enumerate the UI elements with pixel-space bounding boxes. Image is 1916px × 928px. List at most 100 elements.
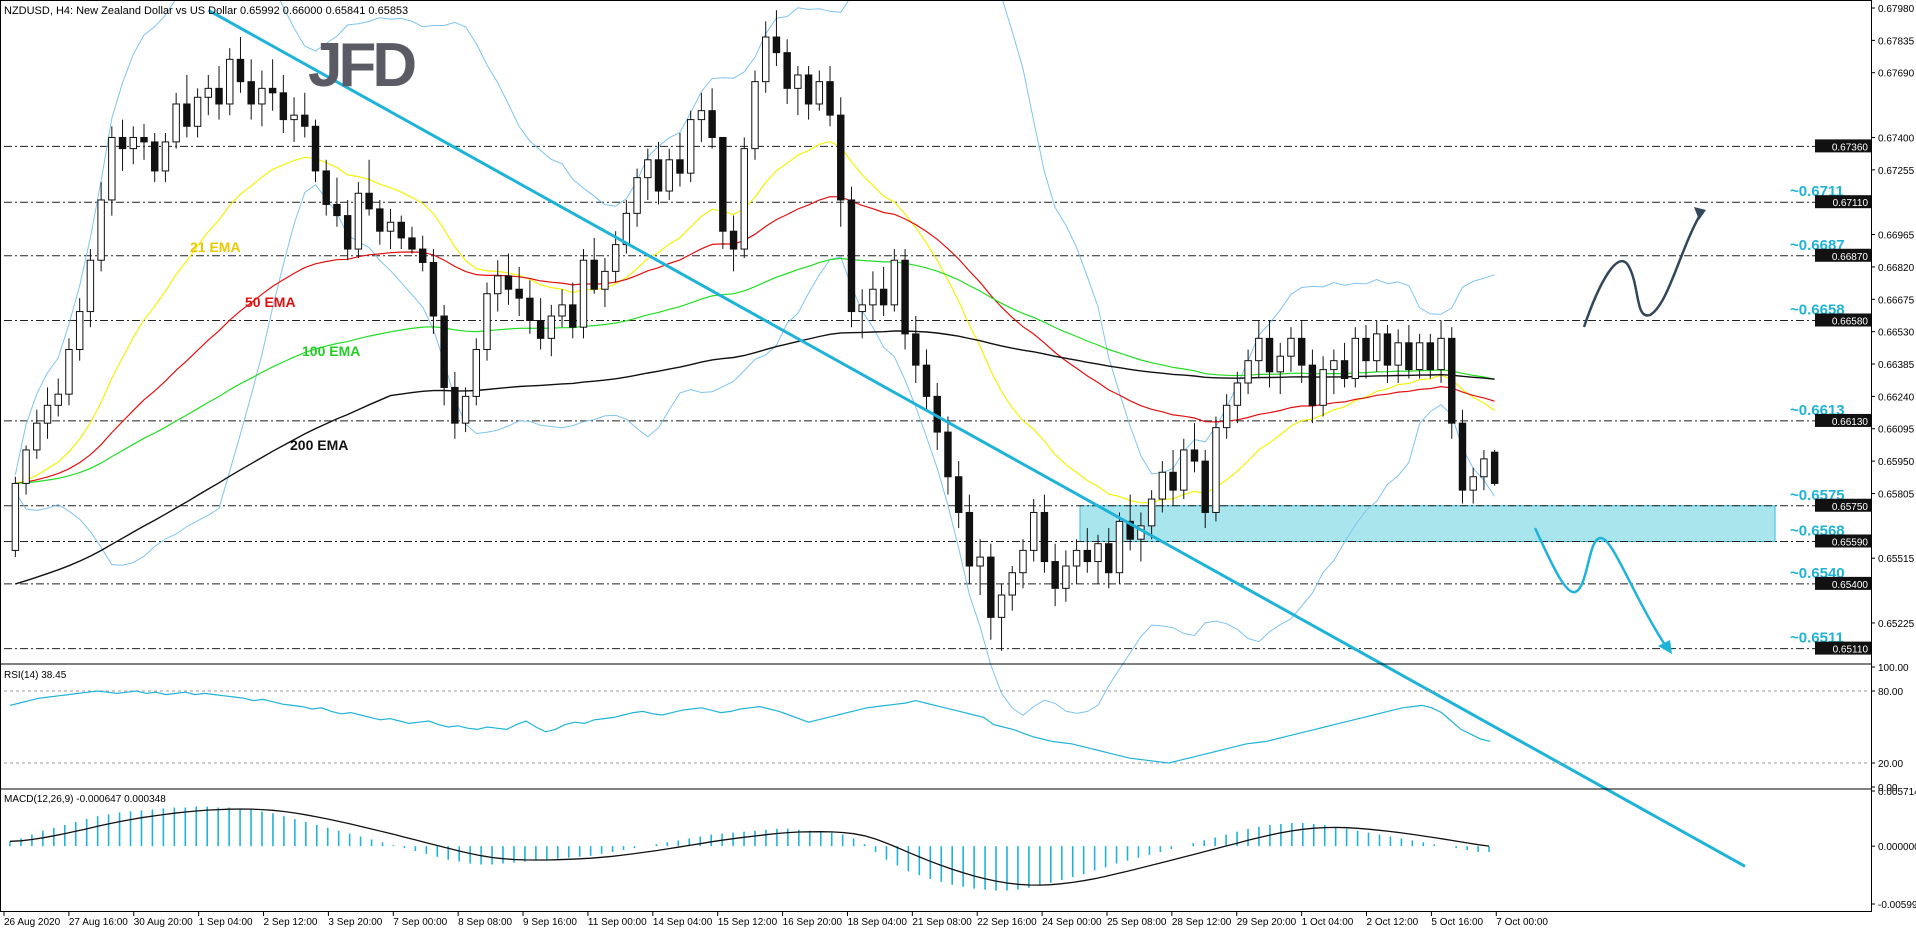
time-tick-label: 7 Oct 00:00 [1496,917,1548,928]
price-level-box-label: 0.65400 [1832,580,1869,591]
candle-body [1126,520,1134,540]
candle-body [890,259,899,306]
candle-body [504,275,513,290]
candle-body [97,199,105,261]
candle-body [172,103,180,143]
candle-body [440,315,448,388]
ema-label: 50 EMA [245,294,296,310]
candle-body [1190,449,1199,462]
candle-body [1362,337,1370,362]
price-tick-label: 0.66675 [1878,295,1915,306]
price-tick-label: 0.65515 [1878,554,1915,565]
candle-body [1115,520,1124,574]
candle-body [54,393,62,406]
price-level-box [1815,313,1871,327]
price-tick-label: 0.67835 [1878,36,1915,47]
candle-body [633,177,641,214]
candle-body [719,136,727,232]
candle-body [965,511,974,567]
time-tick-label: 28 Sep 12:00 [1172,917,1232,928]
trendline [207,8,1746,868]
price-tick-label: 0.66385 [1878,360,1915,371]
candle-body [579,259,588,328]
candle-body [118,136,127,150]
ema-label: 21 EMA [190,239,241,255]
price-tick-label: 0.65805 [1878,489,1915,500]
candle-body [86,259,95,313]
candle-body [665,159,673,192]
rsi-panel [4,690,1870,764]
bearish-projection-path [1533,527,1667,646]
candle-body [901,259,909,335]
support-zone [1079,505,1776,542]
time-tick-label: 14 Sep 04:00 [653,917,713,928]
candle-body [1469,476,1477,491]
price-level-box [1815,195,1871,209]
candle-body [1083,549,1092,563]
time-tick-label: 21 Sep 08:00 [912,917,972,928]
candle-body [1072,549,1081,567]
candle-body [1201,460,1209,513]
macd-tick-label: 0.000000 [1878,842,1916,853]
price-level-box [1815,641,1871,655]
candle-body [75,311,84,351]
candle-body [183,103,191,127]
macd-signal-line [9,808,1490,886]
price-level-box-label: 0.67360 [1832,142,1869,153]
candle-body [912,333,920,366]
ema-label: 100 EMA [302,343,360,359]
candle-body [1490,451,1499,484]
candle-body [676,159,684,174]
candle-body [472,349,481,397]
candle-body [11,482,20,551]
candle-body [204,87,213,98]
candle-body [1448,337,1456,424]
time-tick-label: 15 Sep 12:00 [718,917,778,928]
candle-body [483,293,491,351]
candle-body [215,87,223,105]
price-level-box [1815,139,1871,153]
candle-body [762,36,770,83]
candle-body [333,203,341,217]
candle-body [879,288,888,306]
rsi-tick-label: 20.00 [1878,759,1903,770]
price-tick-label: 0.67255 [1878,166,1915,177]
candle-body [611,244,620,272]
candle-body [1040,511,1049,563]
candle-body [1062,565,1070,589]
candle-body [258,87,266,105]
candle-body [33,422,41,451]
jfd-logo: JFD [308,31,415,100]
price-level-box-label: 0.65750 [1832,502,1869,513]
candle-body [997,594,1006,618]
price-level-box-label: 0.65110 [1833,645,1869,656]
candle-body [193,96,202,127]
rsi-tick-label: 100.00 [1878,663,1909,674]
candle-body [301,114,309,127]
candle-body [847,199,856,313]
candle-body [804,74,813,105]
time-tick-label: 1 Oct 04:00 [1302,917,1354,928]
candle-body [1051,561,1059,589]
candle-body [311,125,320,172]
candle-body [65,349,73,395]
bullish-projection-path [1582,214,1702,328]
candle-body [1233,382,1242,406]
price-level-box [1815,248,1871,262]
candle-body [1426,342,1435,371]
candle-body [1008,572,1016,596]
macd-title: MACD(12,26,9) -0.000647 0.000348 [4,794,166,805]
price-level-box-label: 0.65590 [1832,537,1869,548]
candle-body [343,215,352,250]
candle-body [526,297,534,321]
candle-body [150,141,159,172]
candle-body [1330,360,1338,371]
price-tick-label: 0.66820 [1878,263,1915,274]
price-level-box [1815,576,1871,590]
candle-body [236,58,245,83]
candle-body [247,81,255,105]
candle-body [954,476,963,513]
candle-body [1383,333,1392,366]
rsi-title: RSI(14) 38.45 [4,670,67,681]
time-tick-label: 29 Sep 20:00 [1237,917,1297,928]
